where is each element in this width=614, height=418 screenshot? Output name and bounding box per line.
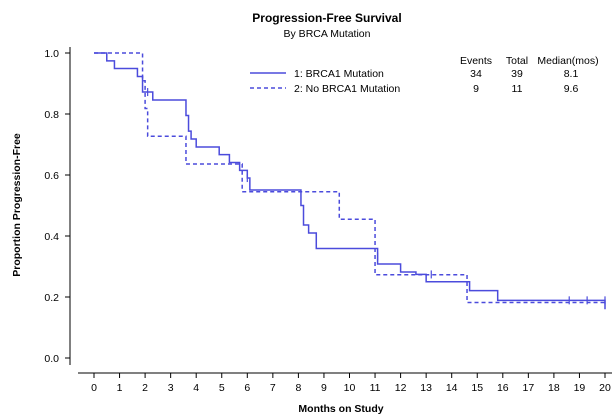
legend-header-total: Total bbox=[506, 55, 528, 67]
axes bbox=[69, 47, 612, 374]
legend-header-median: Median(mos) bbox=[537, 55, 598, 67]
x-tick-label: 10 bbox=[344, 382, 356, 394]
x-tick-label: 12 bbox=[395, 382, 407, 394]
legend-median-series-1: 8.1 bbox=[564, 68, 579, 80]
x-tick-label: 1 bbox=[117, 382, 123, 394]
y-tick-label: 0.4 bbox=[44, 231, 59, 243]
x-tick-label: 18 bbox=[548, 382, 560, 394]
x-tick-label: 15 bbox=[471, 382, 483, 394]
x-tick-label: 20 bbox=[599, 382, 611, 394]
legend-header-events: Events bbox=[460, 55, 492, 67]
x-tick-label: 3 bbox=[168, 382, 174, 394]
y-tick-label: 1.0 bbox=[44, 48, 59, 60]
y-tick-label: 0.8 bbox=[44, 109, 59, 121]
x-tick-label: 19 bbox=[574, 382, 586, 394]
x-tick-label: 16 bbox=[497, 382, 509, 394]
legend-label-series-2: 2: No BRCA1 Mutation bbox=[294, 83, 400, 95]
axis-ticks: 0 1 2 3 4 5 6 7 8 9 10 11 12 13 14 15 16 17 18 19 200.00.20.… bbox=[44, 48, 611, 394]
legend-total-series-1: 39 bbox=[511, 68, 523, 80]
legend-total-series-2: 11 bbox=[512, 83, 523, 95]
x-tick-label: 0 bbox=[91, 382, 97, 394]
survival-curve-series-2 bbox=[94, 52, 605, 304]
survival-curves bbox=[94, 52, 606, 310]
y-axis-label: Proportion Progression-Free bbox=[11, 133, 23, 277]
x-tick-label: 7 bbox=[270, 382, 276, 394]
x-tick-label: 6 bbox=[244, 382, 250, 394]
x-tick-label: 13 bbox=[420, 382, 432, 394]
legend-label-series-1: 1: BRCA1 Mutation bbox=[294, 68, 384, 80]
chart-title: Progression-Free Survival bbox=[252, 11, 401, 25]
y-tick-label: 0.2 bbox=[44, 292, 59, 304]
x-tick-label: 14 bbox=[446, 382, 458, 394]
chart-subtitle: By BRCA Mutation bbox=[284, 28, 371, 40]
y-tick-label: 0.0 bbox=[44, 353, 59, 365]
y-tick-label: 0.6 bbox=[44, 170, 59, 182]
x-axis-label: Months on Study bbox=[298, 403, 383, 415]
legend-events-series-2: 9 bbox=[473, 83, 479, 95]
x-tick-label: 5 bbox=[219, 382, 225, 394]
legend: Events Total Median(mos) 1: BRCA1 Mutati… bbox=[250, 55, 599, 95]
x-tick-label: 17 bbox=[523, 382, 535, 394]
x-tick-label: 11 bbox=[370, 382, 381, 394]
legend-median-series-2: 9.6 bbox=[564, 83, 579, 95]
x-tick-label: 2 bbox=[142, 382, 148, 394]
legend-events-series-1: 34 bbox=[470, 68, 482, 80]
x-tick-label: 9 bbox=[321, 382, 327, 394]
x-tick-label: 8 bbox=[295, 382, 301, 394]
x-tick-label: 4 bbox=[193, 382, 199, 394]
